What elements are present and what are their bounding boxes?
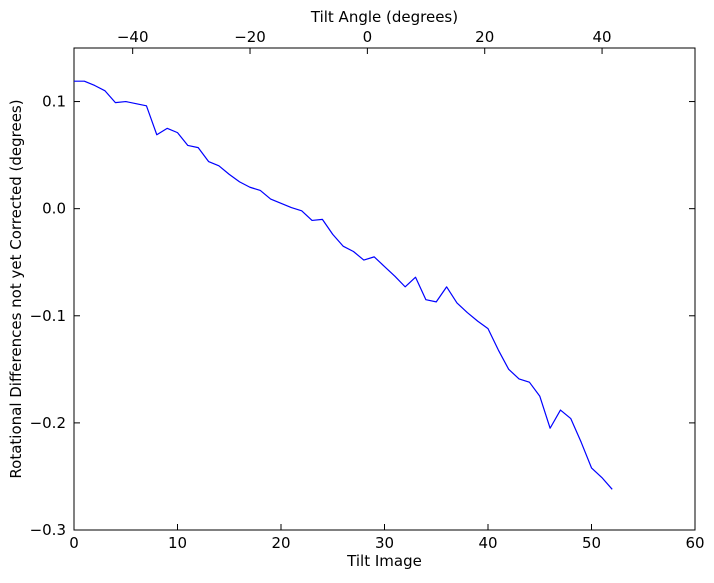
- x2-axis-label: Tilt Angle (degrees): [310, 8, 458, 26]
- x2-tick-label: 0: [363, 28, 373, 46]
- x2-tick-label: −20: [234, 28, 266, 46]
- x-tick-label: 20: [271, 534, 290, 552]
- x-tick-label: 60: [685, 534, 704, 552]
- x-tick-label: 50: [582, 534, 601, 552]
- x-tick-label: 40: [478, 534, 497, 552]
- x2-tick-label: −40: [117, 28, 149, 46]
- x-tick-label: 10: [168, 534, 187, 552]
- y-tick-label: −0.1: [30, 307, 66, 325]
- x2-tick-label: 20: [475, 28, 494, 46]
- y-tick-label: −0.2: [30, 414, 66, 432]
- series-layer: [74, 80, 613, 490]
- x-tick-label: 0: [69, 534, 79, 552]
- y-axis-label: Rotational Differences not yet Corrected…: [7, 99, 25, 478]
- x-axis-label: Tilt Image: [346, 552, 422, 570]
- ticks: 0 10 20 30 40 50 60 −40 −20 0 20 40 −0.3 −0.2 −0.1 0.0 0…: [30, 28, 705, 552]
- series-line: [74, 80, 613, 490]
- y-tick-label: −0.3: [30, 521, 66, 539]
- y-tick-label: 0.0: [42, 200, 66, 218]
- y-tick-label: 0.1: [42, 93, 66, 111]
- x2-tick-label: 40: [593, 28, 612, 46]
- x-tick-label: 30: [375, 534, 394, 552]
- plot-frame: [73, 47, 696, 531]
